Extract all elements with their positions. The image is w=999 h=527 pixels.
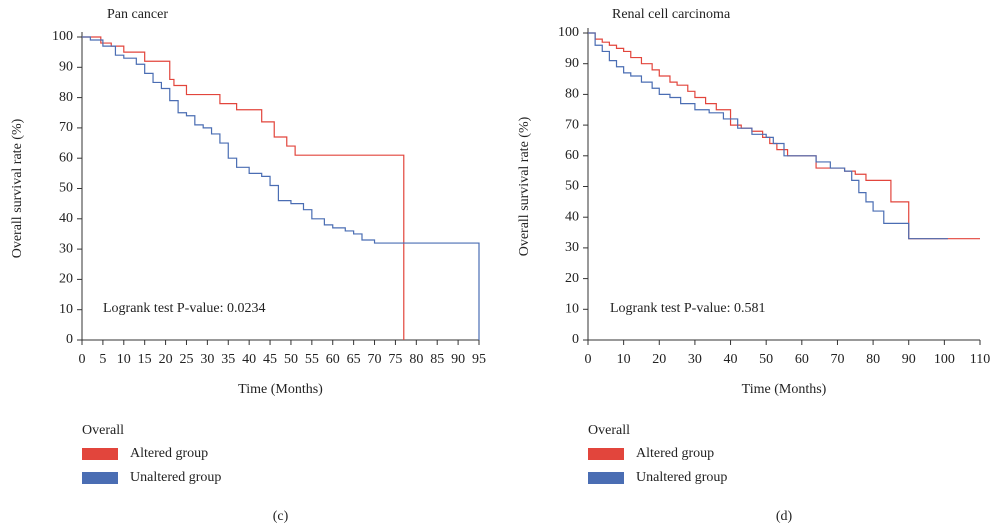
y-tick-label: 70	[59, 120, 73, 135]
chart-title: Pan cancer	[107, 7, 168, 22]
x-tick-label: 10	[117, 352, 131, 367]
y-tick-label: 30	[565, 240, 579, 255]
x-tick-label: 15	[138, 352, 152, 367]
x-tick-label: 95	[472, 352, 486, 367]
y-tick-label: 100	[558, 25, 579, 40]
y-tick-label: 10	[59, 302, 73, 317]
x-tick-label: 20	[159, 352, 173, 367]
y-tick-label: 10	[565, 302, 579, 317]
survival-curve	[588, 32, 948, 240]
y-tick-label: 100	[52, 29, 73, 44]
legend-label: Altered group	[636, 446, 714, 461]
y-tick-label: 60	[565, 148, 579, 163]
legend-swatch	[82, 472, 118, 484]
x-tick-label: 5	[99, 352, 106, 367]
x-tick-label: 20	[652, 352, 666, 367]
y-axis-label: Overall survival rate (%)	[10, 118, 25, 258]
y-tick-label: 90	[59, 60, 73, 75]
x-tick-label: 110	[970, 352, 990, 367]
legend-label: Altered group	[130, 446, 208, 461]
x-tick-label: 0	[79, 352, 86, 367]
y-tick-label: 0	[66, 332, 73, 347]
x-tick-label: 90	[451, 352, 465, 367]
survival-curve	[588, 32, 980, 240]
x-tick-label: 40	[724, 352, 738, 367]
legend-swatch	[82, 448, 118, 460]
x-tick-label: 55	[305, 352, 319, 367]
legend-title: Overall	[588, 423, 630, 438]
y-tick-label: 20	[565, 271, 579, 286]
x-tick-label: 60	[795, 352, 809, 367]
y-axis-label: Overall survival rate (%)	[517, 116, 532, 256]
x-tick-label: 40	[242, 352, 256, 367]
y-tick-label: 0	[572, 332, 579, 347]
x-tick-label: 0	[585, 352, 592, 367]
x-tick-label: 50	[759, 352, 773, 367]
x-tick-label: 90	[902, 352, 916, 367]
x-tick-label: 50	[284, 352, 298, 367]
annotation: Logrank test P-value: 0.0234	[103, 301, 266, 316]
y-tick-label: 80	[565, 87, 579, 102]
legend-swatch	[588, 472, 624, 484]
y-tick-label: 40	[565, 209, 579, 224]
y-tick-label: 80	[59, 90, 73, 105]
y-tick-label: 50	[59, 181, 73, 196]
x-tick-label: 30	[688, 352, 702, 367]
x-tick-label: 35	[221, 352, 235, 367]
x-tick-label: 80	[866, 352, 880, 367]
y-tick-label: 70	[565, 117, 579, 132]
legend-title: Overall	[82, 423, 124, 438]
y-tick-label: 30	[59, 241, 73, 256]
x-tick-label: 45	[263, 352, 277, 367]
x-tick-label: 70	[830, 352, 844, 367]
x-tick-label: 30	[200, 352, 214, 367]
x-tick-label: 100	[934, 352, 955, 367]
caption: (c)	[273, 509, 289, 524]
x-tick-label: 75	[388, 352, 402, 367]
x-tick-label: 10	[617, 352, 631, 367]
x-tick-label: 25	[179, 352, 193, 367]
chart-title: Renal cell carcinoma	[612, 7, 731, 22]
y-tick-label: 40	[59, 211, 73, 226]
y-tick-label: 90	[565, 56, 579, 71]
x-axis-label: Time (Months)	[742, 382, 827, 397]
annotation: Logrank test P-value: 0.581	[610, 301, 766, 316]
x-axis-label: Time (Months)	[238, 382, 323, 397]
x-tick-label: 60	[326, 352, 340, 367]
x-tick-label: 85	[430, 352, 444, 367]
x-tick-label: 70	[368, 352, 382, 367]
x-tick-label: 80	[409, 352, 423, 367]
survival-curve	[82, 36, 480, 340]
x-tick-label: 65	[347, 352, 361, 367]
survival-curve	[82, 36, 405, 340]
y-tick-label: 50	[565, 179, 579, 194]
y-tick-label: 20	[59, 272, 73, 287]
caption: (d)	[776, 509, 793, 524]
y-tick-label: 60	[59, 150, 73, 165]
legend-label: Unaltered group	[636, 470, 727, 485]
legend-label: Unaltered group	[130, 470, 221, 485]
legend-swatch	[588, 448, 624, 460]
